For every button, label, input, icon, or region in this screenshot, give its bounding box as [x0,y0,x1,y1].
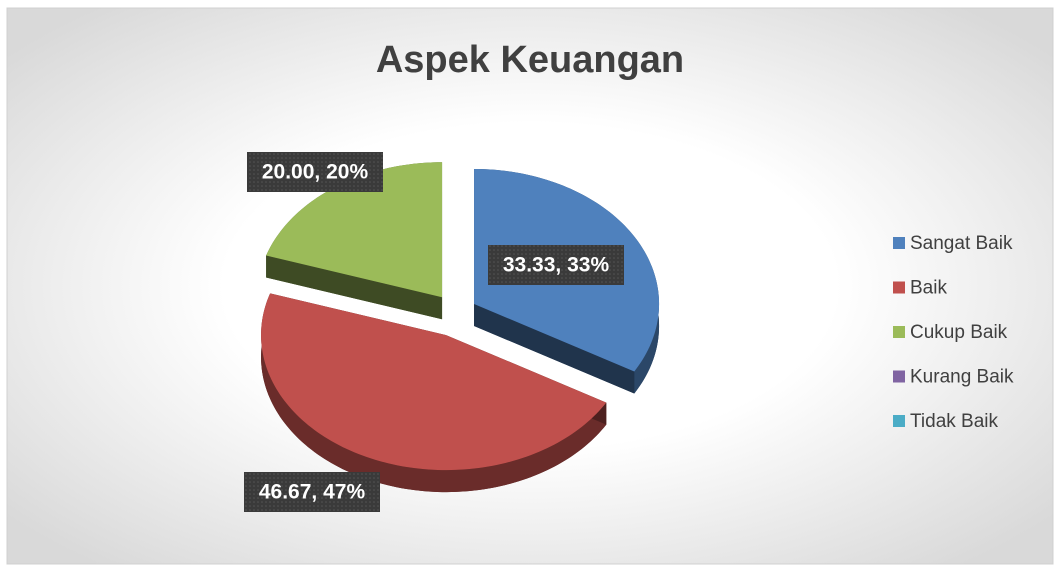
legend-label: Tidak Baik [910,411,998,432]
slice-side [474,303,635,394]
legend-swatch [893,237,905,249]
chart-title: Aspek Keuangan [376,39,684,81]
legend-label: Baik [910,278,947,299]
legend-swatch [893,326,905,338]
legend-label: Cukup Baik [910,322,1008,343]
data-label-box [247,152,383,192]
legend-label: Kurang Baik [910,367,1014,388]
data-label-box [244,472,380,512]
legend-swatch [893,415,905,427]
slice [261,293,607,471]
data-label: 20.00, 20% [262,161,369,184]
data-label: 33.33, 33% [503,254,610,277]
legend-swatch [893,281,905,294]
legend-label: Sangat Baik [910,233,1013,254]
slice-side [266,255,443,320]
slice [266,162,443,298]
data-label-box [488,245,624,285]
data-label: 46.67, 47% [259,481,366,504]
legend-swatch [893,370,905,383]
